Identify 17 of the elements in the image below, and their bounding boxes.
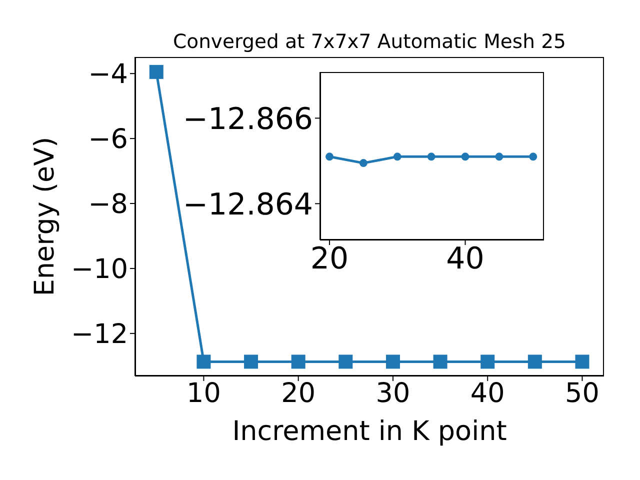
y-tick-label: −6	[88, 124, 128, 156]
x-tick-label: 40	[446, 241, 484, 276]
y-tick-label: −4	[88, 59, 128, 90]
y-tick-label: −8	[88, 189, 128, 220]
y-tick-label: −12.866	[182, 102, 313, 137]
x-tick-label: 50	[565, 378, 600, 410]
x-tick-label: 20	[310, 241, 349, 276]
y-axis-title: Energy (eV)	[30, 136, 61, 296]
y-tick-label: −12.864	[182, 187, 313, 222]
chart-title: Converged at 7x7x7 Automatic Mesh 25	[172, 30, 567, 53]
y-tick-label: −12	[71, 319, 128, 350]
x-tick-label: 10	[186, 378, 221, 410]
x-axis-title: Increment in K point	[232, 416, 507, 447]
y-tick-label: −10	[71, 254, 128, 286]
x-tick-label: 20	[281, 378, 316, 410]
x-tick-label: 40	[470, 378, 505, 410]
x-tick-label: 30	[376, 378, 410, 410]
